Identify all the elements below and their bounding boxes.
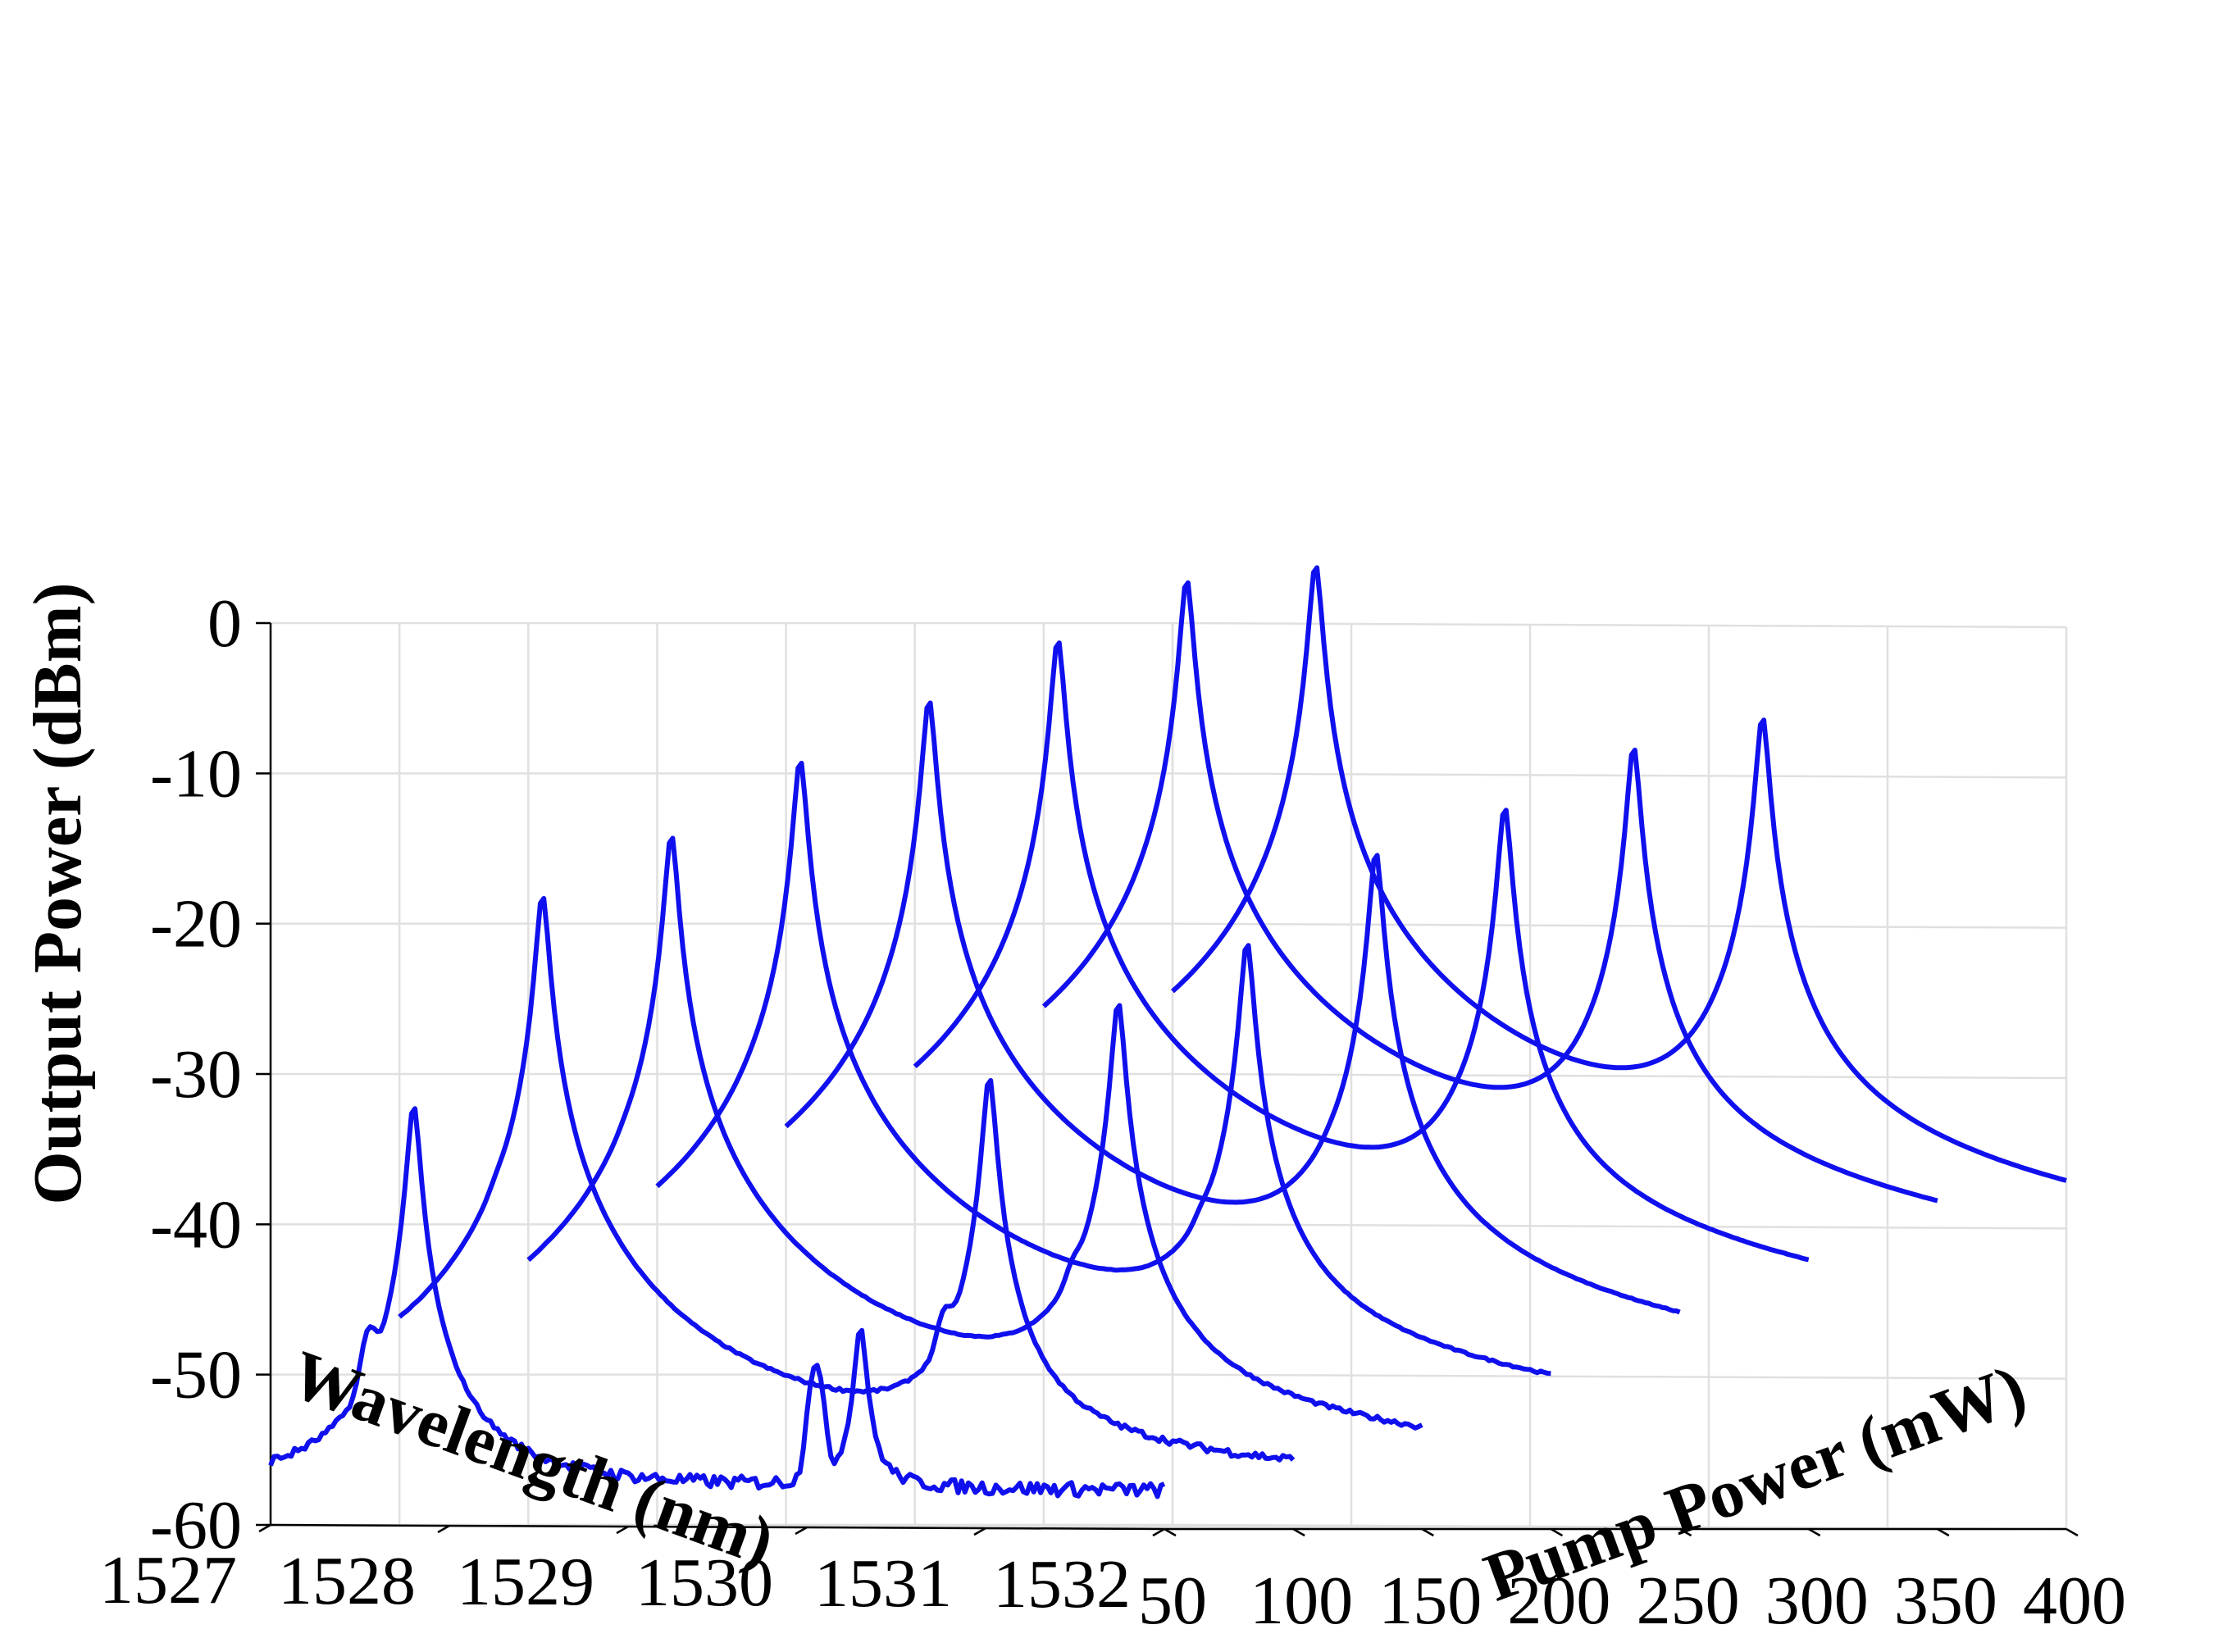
x-tick-label: 1532: [993, 1546, 1131, 1622]
z-tick-label: -50: [150, 1337, 242, 1413]
y-tick-label: 250: [1637, 1563, 1740, 1639]
x-tick-label: 1530: [635, 1545, 773, 1621]
series-layer: [268, 565, 2067, 1500]
z-axis-title: Output Power (dBm): [20, 582, 96, 1204]
spectrum-line: [398, 895, 1296, 1463]
x-tick-label: 1528: [278, 1543, 416, 1619]
x-tick-label: 1527: [99, 1542, 237, 1618]
y-tick-label: 150: [1378, 1563, 1482, 1639]
y-tick: [1292, 1527, 1305, 1537]
y-tick-label: 50: [1138, 1563, 1207, 1639]
grid-line-back-wall-z: [1172, 1373, 2067, 1380]
y-tick: [1421, 1527, 1434, 1537]
spectrum-line: [913, 640, 1810, 1263]
y-tick: [1164, 1527, 1177, 1537]
grid-line-back-wall-z: [1172, 922, 2067, 929]
y-tick: [2065, 1527, 2079, 1537]
spectrum-line: [1170, 565, 2067, 1183]
x-tick: [795, 1526, 808, 1536]
z-tick-label: -30: [150, 1036, 242, 1113]
spectrum-line: [1041, 580, 1938, 1204]
grid-line-back-wall-z: [1172, 1072, 2067, 1080]
x-tick: [258, 1523, 271, 1533]
spectrum-line: [655, 760, 1551, 1377]
grid-line-back-wall-z: [1172, 1223, 2067, 1230]
y-tick-label: 100: [1250, 1563, 1353, 1639]
y-tick-label: 200: [1507, 1563, 1610, 1639]
spectrum-line: [526, 835, 1423, 1431]
y-tick: [1550, 1527, 1564, 1537]
x-axis-line: [270, 1523, 1165, 1531]
y-tick: [1678, 1527, 1692, 1537]
z-tick-label: -20: [150, 886, 242, 963]
tick-labels: 1527 1528 1529 1530 1531 1532 50 100 150 200 250 30…: [99, 585, 2126, 1639]
spectrum-line: [268, 1106, 1166, 1500]
z-tick-label: -60: [150, 1487, 242, 1563]
x-tick-label: 1529: [457, 1544, 594, 1620]
spectrum-line: [784, 700, 1681, 1315]
z-tick-label: -10: [150, 735, 242, 812]
y-tick-label: 350: [1894, 1563, 1997, 1639]
grid-line-back-wall-z: [1172, 772, 2067, 779]
x-tick: [437, 1524, 450, 1534]
axes-layer: [256, 621, 2079, 1537]
z-tick-label: 0: [207, 585, 242, 662]
y-tick: [1937, 1527, 1950, 1537]
x-tick-label: 1531: [814, 1545, 952, 1622]
x-tick: [1152, 1527, 1165, 1537]
x-tick: [616, 1525, 629, 1535]
y-tick-label: 300: [1765, 1563, 1869, 1639]
x-tick: [973, 1527, 986, 1536]
y-tick-label: 400: [2023, 1563, 2126, 1639]
y-tick: [1808, 1527, 1821, 1537]
z-tick-label: -40: [150, 1186, 242, 1263]
